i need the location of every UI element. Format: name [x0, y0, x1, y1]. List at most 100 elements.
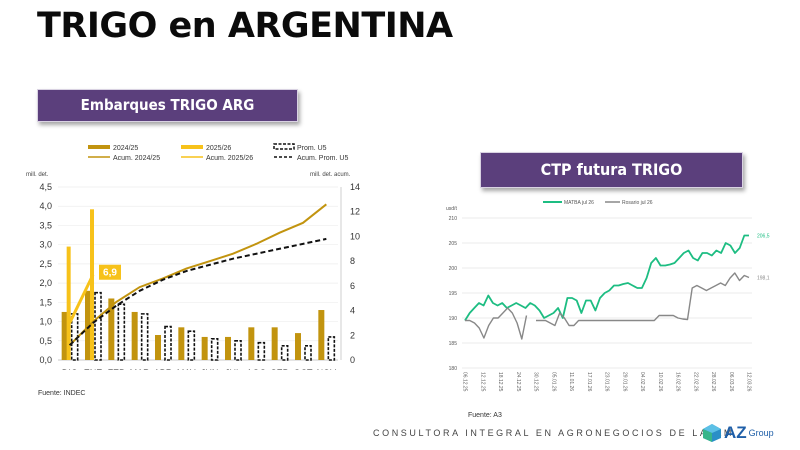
bar-prom-u5: [327, 336, 336, 361]
bar-2024-25: [201, 336, 208, 360]
bar-2024-25: [295, 333, 301, 360]
end-value-label: 198,1: [757, 276, 770, 282]
y-tick-label: 1,0: [39, 317, 52, 327]
line-acum-2024-25: [68, 203, 327, 346]
y-tick-label: 200: [449, 266, 458, 272]
y-axis-label: usd/t: [446, 206, 457, 212]
legend-label: Rosario jul 26: [622, 200, 653, 206]
y-tick-label: 205: [449, 241, 458, 247]
az-group-logo: AZ Group: [702, 423, 774, 443]
page-title: TRIGO en ARGENTINA: [37, 6, 453, 46]
bar-2024-25: [248, 327, 255, 360]
line-acum-prom-u5: [68, 237, 327, 346]
source-indec: Fuente: INDEC: [38, 390, 86, 397]
bar-2024-25: [108, 298, 115, 360]
bar-2024-25: [271, 327, 278, 360]
legend-label: MATBA jul 26: [564, 200, 594, 206]
source-a3: Fuente: A3: [468, 412, 502, 419]
legend-swatch-2025: [181, 145, 203, 149]
x-tick-label: 12.03.26: [746, 372, 752, 392]
bar-prom-u5: [140, 313, 149, 361]
x-tick-label: 22.02.26: [692, 372, 698, 392]
legend-label: Acum. 2025/26: [206, 155, 253, 162]
y-tick-label: 2,0: [39, 278, 52, 288]
legend-swatch-prom: [273, 143, 295, 150]
x-tick-label: 10.02.26: [657, 372, 663, 392]
bar-2024-25: [225, 336, 231, 360]
x-tick-label: 11.01.26: [568, 372, 574, 391]
line-rosario-jul-26: [536, 272, 750, 327]
y-tick-label: 195: [449, 291, 458, 297]
x-tick-label: SEP: [271, 368, 289, 370]
x-tick-label: 24.12.25: [515, 372, 521, 392]
legend-swatch-2024: [88, 145, 110, 149]
y-tick-label: 3,5: [39, 220, 52, 230]
legend-label: Prom. U5: [297, 145, 327, 152]
y-tick-label: 1,5: [39, 297, 52, 307]
bar-prom-u5: [257, 341, 266, 361]
y2-tick-label: 10: [350, 231, 360, 241]
x-tick-label: AGO: [246, 368, 266, 370]
bar-2024-25: [178, 327, 185, 360]
bar-prom-u5: [164, 325, 172, 361]
y-tick-label: 2,5: [39, 259, 52, 269]
embarques-chart: 2024/25 Acum. 2024/25 2025/26 Acum. 2025…: [26, 143, 360, 370]
legend: MATBA jul 26 Rosario jul 26: [543, 200, 653, 206]
x-tick-label: 18.12.25: [497, 372, 503, 392]
y2-tick-label: 0: [350, 355, 355, 365]
ctp-chart: MATBA jul 26 Rosario jul 26 usd/t 180 185…: [446, 200, 770, 392]
x-tick-label: MAY: [177, 368, 196, 370]
y-tick-label: 190: [449, 316, 458, 322]
bar-2024-25: [131, 311, 138, 360]
x-tick-label: 04.02.26: [639, 372, 645, 392]
chart-title-embarques: Embarques TRIGO ARG: [37, 89, 298, 122]
x-tick-label: 12.12.25: [479, 372, 485, 392]
x-tick-label: MAR: [130, 368, 151, 370]
x-tick-label: 29.01.26: [621, 372, 627, 392]
y-axis-label: mill. det.: [26, 172, 49, 178]
bar-2025-26: [90, 209, 94, 360]
y-tick-label: 180: [449, 366, 458, 372]
y2-tick-label: 12: [350, 207, 360, 217]
line-matba-jul-26: [464, 234, 749, 321]
x-tick-label: ENE: [84, 368, 103, 370]
x-tick-label: ABR: [154, 368, 173, 370]
legend-label: Acum. 2024/25: [113, 155, 160, 162]
x-tick-label: 30.12.25: [533, 372, 539, 392]
x-tick-label: DIC: [62, 368, 78, 370]
line-rosario-jul-26: [465, 307, 528, 340]
x-tick-label: 06.12.25: [462, 372, 468, 392]
x-tick-label: JUL: [225, 368, 241, 370]
y2-tick-label: 4: [350, 306, 355, 316]
x-tick-label: NOV: [317, 368, 337, 370]
y-tick-label: 210: [449, 216, 458, 222]
y-tick-label: 3,0: [39, 240, 52, 250]
bar-prom-u5: [187, 330, 196, 361]
logo-text: AZ: [724, 423, 747, 442]
bar-prom-u5: [304, 344, 312, 361]
legend-label: 2024/25: [113, 145, 138, 152]
legend: 2024/25 Acum. 2024/25 2025/26 Acum. 2025…: [88, 143, 348, 162]
bar-prom-u5: [234, 339, 242, 361]
bar-2025-26: [66, 246, 71, 360]
y-tick-label: 0,5: [39, 336, 52, 346]
y2-tick-label: 6: [350, 281, 355, 291]
x-tick-label: 23.01.26: [604, 372, 610, 392]
footer-tagline: CONSULTORA INTEGRAL EN AGRONEGOCIOS DE L…: [373, 428, 734, 438]
y2-tick-label: 2: [350, 330, 355, 340]
x-tick-label: 28.02.26: [710, 372, 716, 392]
y-tick-label: 0,0: [39, 355, 52, 365]
end-value-label: 206,5: [757, 234, 770, 240]
bar-2024-25: [318, 310, 325, 360]
x-tick-label: 17.01.26: [586, 372, 592, 392]
y-tick-label: 185: [449, 341, 458, 347]
annotation-label: 6,9: [103, 268, 117, 279]
x-tick-label: 05.01.26: [550, 372, 556, 392]
y2-axis-label: mill. det. acum.: [310, 172, 351, 178]
bar-2024-25: [61, 311, 68, 360]
bar-prom-u5: [94, 291, 102, 361]
logo-subtext: Group: [748, 428, 774, 438]
legend-label: Acum. Prom. U5: [297, 155, 348, 162]
y-tick-label: 4,5: [39, 182, 52, 192]
x-tick-label: OCT: [294, 368, 314, 370]
